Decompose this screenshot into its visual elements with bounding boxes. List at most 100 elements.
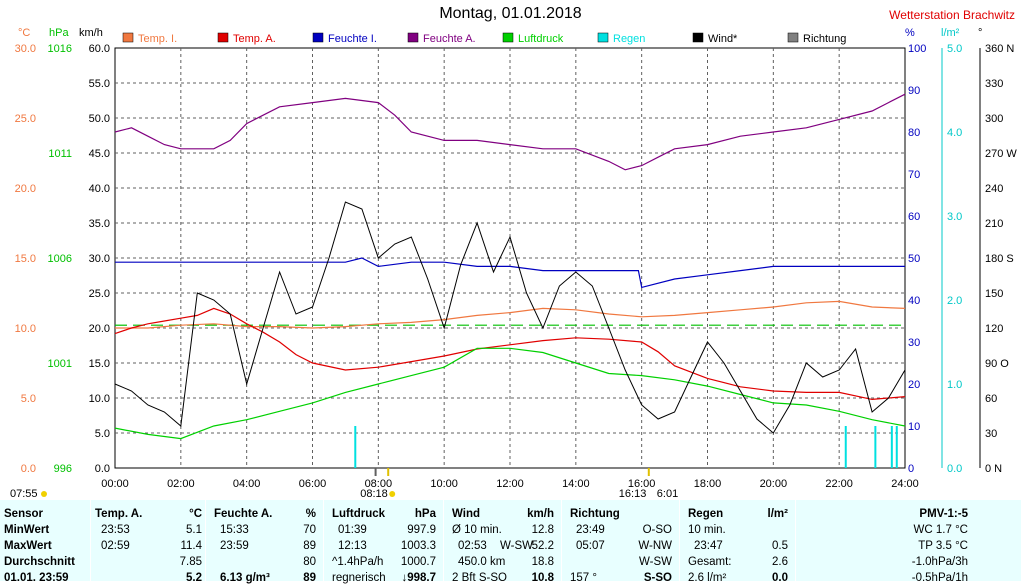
direction-axis-tick: 150 bbox=[985, 288, 1003, 300]
rain-axis-tick: 3.0 bbox=[947, 211, 962, 223]
pmv-header: PMV-1:-5 bbox=[919, 508, 968, 520]
direction-min-time: 23:49 bbox=[576, 524, 605, 536]
pressure-unit: hPa bbox=[414, 508, 436, 520]
direction-axis-tick: 360 N bbox=[985, 43, 1014, 55]
rain-max-value: 0.5 bbox=[772, 540, 788, 552]
wind-axis-tick: 30.0 bbox=[89, 253, 110, 265]
wind-current-value: 10.8 bbox=[531, 572, 554, 584]
direction-axis-tick: 300 bbox=[985, 113, 1003, 125]
humidity-column: Feuchte A.% 15:33 70 23:59 89 80 6.13 g/m³… bbox=[205, 500, 324, 584]
pressure-trend: ^1.4hPa/h bbox=[332, 556, 384, 568]
humidity-current-value: 89 bbox=[303, 572, 316, 584]
legend-label: Luftdruck bbox=[518, 33, 564, 45]
humidity-axis-tick: 60 bbox=[908, 211, 920, 223]
rain-axis-tick: 4.0 bbox=[947, 127, 962, 139]
temp-unit-label: °C bbox=[18, 27, 30, 39]
direction-degrees: 157 ° bbox=[570, 572, 597, 584]
direction-axis-tick: 210 bbox=[985, 218, 1003, 230]
direction-axis-tick: 30 bbox=[985, 428, 997, 440]
humidity-unit-label: % bbox=[905, 27, 915, 39]
pressure-min-value: 997.9 bbox=[407, 524, 436, 536]
legend-swatch bbox=[502, 32, 514, 43]
temp-column: Temp. A. °C 23:53 5.1 02:59 11.4 7.85 5.2 bbox=[90, 500, 206, 584]
humidity-min-time: 15:33 bbox=[220, 524, 249, 536]
rain-header: Regen bbox=[688, 508, 724, 520]
temp-unit: °C bbox=[189, 508, 202, 520]
legend-label: Temp. A. bbox=[233, 33, 276, 45]
wind-axis-tick: 15.0 bbox=[89, 358, 110, 370]
direction-axis-tick: 270 W bbox=[985, 148, 1017, 160]
wind-beaufort: 2 Bft S-SO bbox=[452, 572, 507, 584]
x-tick-label: 06:00 bbox=[299, 478, 327, 490]
station-name: Wetterstation Brachwitz bbox=[889, 8, 1015, 22]
direction-axis-tick: 90 O bbox=[985, 358, 1009, 370]
rain-day-total: 2.6 l/m² bbox=[688, 572, 727, 584]
series-line-temp-i bbox=[115, 300, 906, 329]
weather-chart: 00:00 02:00 04:00 06:00 08:00 10:00 12:00 14:00… bbox=[10, 27, 1017, 500]
pressure-column: Luftdruck hPa 01:39 997.9 12:13 1003.3 ^1.4… bbox=[323, 500, 444, 584]
pressure-axis-tick: 1001 bbox=[48, 358, 72, 370]
legend-label: Feuchte I. bbox=[328, 33, 377, 45]
pressure-forecast: regnerisch bbox=[332, 572, 386, 584]
humidity-axis-tick: 100 bbox=[908, 43, 926, 55]
temp-avg-value: 7.85 bbox=[179, 556, 202, 568]
dawn-time-label: 07:55 bbox=[10, 488, 38, 500]
legend-swatch bbox=[312, 32, 324, 43]
dawn-sun-icon bbox=[41, 491, 47, 497]
series-line-feuchte-a bbox=[114, 93, 906, 171]
pmv-trend-1h: -0.5hPa/1h bbox=[911, 572, 968, 584]
wind-header: Wind bbox=[452, 508, 480, 520]
humidity-abs-value: 6.13 g/m³ bbox=[220, 572, 270, 584]
humidity-avg-value: 80 bbox=[303, 556, 316, 568]
temp-axis-tick: 10.0 bbox=[15, 323, 36, 335]
wind-axis-tick: 60.0 bbox=[89, 43, 110, 55]
sunrise-time-label: 08:18 bbox=[360, 488, 388, 500]
x-tick-label: 08:00 bbox=[365, 478, 393, 490]
rain-max-time: 23:47 bbox=[694, 540, 723, 552]
wind-axis-tick: 40.0 bbox=[89, 183, 110, 195]
direction-axis-tick: 0 N bbox=[985, 463, 1002, 475]
wind-axis-tick: 10.0 bbox=[89, 393, 110, 405]
wind-axis-tick: 0.0 bbox=[95, 463, 110, 475]
temp-header: Temp. A. bbox=[95, 508, 143, 520]
pressure-unit-label: hPa bbox=[49, 27, 69, 39]
stats-panel: Sensor MinWert MaxWert Durchschnitt 01.0… bbox=[0, 500, 1021, 584]
series-line-wind bbox=[114, 201, 906, 434]
x-tick-label: 14:00 bbox=[562, 478, 590, 490]
rain-unit: l/m² bbox=[767, 508, 788, 520]
direction-axis-tick: 60 bbox=[985, 393, 997, 405]
x-tick-label: 02:00 bbox=[167, 478, 195, 490]
wind-max-time: 02:53 bbox=[458, 540, 487, 552]
series-line-luftdruck bbox=[114, 347, 906, 440]
humidity-max-time: 23:59 bbox=[220, 540, 249, 552]
wind-avg-value: 18.8 bbox=[531, 556, 554, 568]
temp-axis-tick: 0.0 bbox=[21, 463, 36, 475]
sunset-time-label: 16:13 bbox=[619, 488, 647, 500]
wind-unit-label: km/h bbox=[79, 27, 103, 39]
wind-axis-tick: 35.0 bbox=[89, 218, 110, 230]
wind-axis-tick: 5.0 bbox=[95, 428, 110, 440]
row-label-avg: Durchschnitt bbox=[4, 556, 75, 568]
pressure-current-value: ↓998.7 bbox=[401, 572, 436, 584]
temp-max-value: 11.4 bbox=[180, 540, 202, 552]
temp-min-time: 23:53 bbox=[101, 524, 130, 536]
pressure-axis-tick: 1011 bbox=[48, 148, 72, 160]
humidity-min-value: 70 bbox=[303, 524, 316, 536]
legend-swatch bbox=[122, 32, 134, 43]
pressure-header: Luftdruck bbox=[332, 508, 386, 520]
direction-header: Richtung bbox=[570, 508, 620, 520]
x-tick-label: 20:00 bbox=[760, 478, 788, 490]
row-label-current: 01.01. 23:59 bbox=[4, 572, 69, 584]
x-tick-label: 16:00 bbox=[628, 478, 656, 490]
pressure-axis-tick: 1016 bbox=[48, 43, 72, 55]
x-tick-label: 18:00 bbox=[694, 478, 722, 490]
humidity-axis-tick: 10 bbox=[908, 421, 920, 433]
humidity-axis-tick: 20 bbox=[908, 379, 920, 391]
direction-column: Richtung 23:49 O-SO 05:07 W-NW W-SW 157 ° S… bbox=[561, 500, 680, 584]
legend-label: Regen bbox=[613, 33, 645, 45]
pmv-windchill: WC 1.7 °C bbox=[913, 524, 968, 536]
pressure-max-time: 12:13 bbox=[338, 540, 367, 552]
sensor-column: Sensor MinWert MaxWert Durchschnitt 01.0… bbox=[0, 500, 90, 584]
direction-axis-tick: 330 bbox=[985, 78, 1003, 90]
humidity-axis-tick: 40 bbox=[908, 295, 920, 307]
